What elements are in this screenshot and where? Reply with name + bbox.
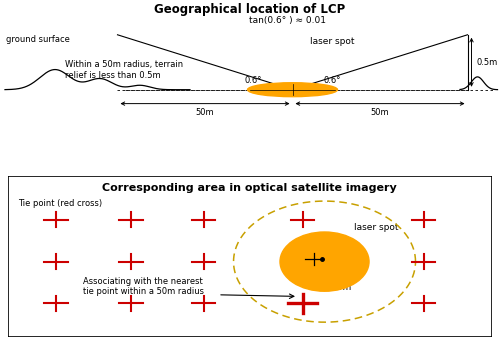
Text: Within a 50m radius, terrain
relief is less than 0.5m: Within a 50m radius, terrain relief is l…: [65, 60, 183, 80]
Text: 0.5m: 0.5m: [476, 58, 498, 67]
Text: Tie point (red cross): Tie point (red cross): [18, 199, 102, 208]
Text: laser spot: laser spot: [310, 37, 355, 46]
Ellipse shape: [248, 83, 338, 97]
Text: ground surface: ground surface: [6, 35, 70, 44]
Text: Associating with the nearest
tie point within a 50m radius: Associating with the nearest tie point w…: [82, 277, 204, 296]
Text: 0.6°: 0.6°: [244, 76, 262, 85]
Text: laser spot: laser spot: [354, 223, 398, 232]
Text: 50m: 50m: [196, 108, 214, 117]
Text: tan(0.6° ) ≈ 0.01: tan(0.6° ) ≈ 0.01: [249, 17, 326, 25]
Text: 0.6°: 0.6°: [324, 76, 341, 85]
Circle shape: [280, 232, 369, 291]
Text: Corresponding area in optical satellite imagery: Corresponding area in optical satellite …: [102, 183, 397, 193]
Text: 50m: 50m: [332, 282, 352, 292]
Text: Geographical location of LCP: Geographical location of LCP: [154, 3, 346, 16]
Text: 50m: 50m: [370, 108, 390, 117]
